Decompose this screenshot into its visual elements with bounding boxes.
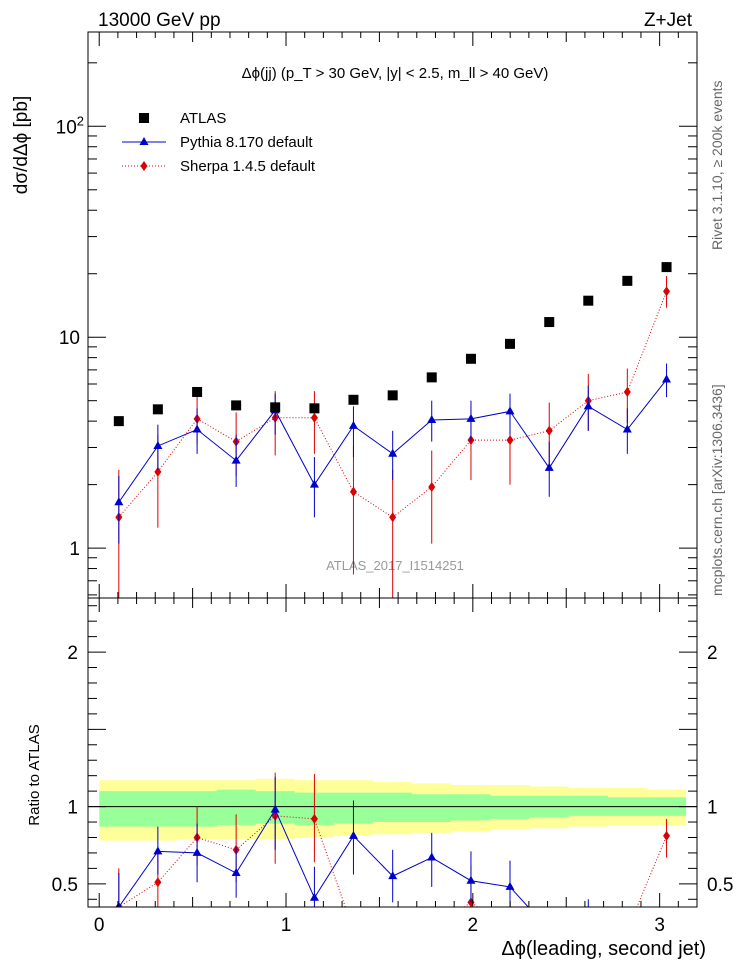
legend-pythia-label: Pythia 8.170 default (180, 134, 313, 151)
atlas-point (544, 317, 555, 328)
x-tick-label: 0 (94, 915, 105, 936)
ratio-pythia-point (153, 846, 163, 855)
x-tick-label: 1 (281, 915, 292, 936)
sherpa-point (428, 481, 436, 492)
ratio-pythia-point (270, 804, 280, 813)
legend-sherpa-label: Sherpa 1.4.5 default (180, 158, 316, 175)
bottom-frame (87, 597, 698, 908)
pythia-group (114, 363, 672, 544)
sherpa-line (118, 291, 668, 518)
header-left: 13000 GeV pp (98, 10, 221, 31)
pythia-point (153, 440, 163, 449)
legend-atlas-marker (139, 113, 149, 123)
ratio-sherpa-point (389, 925, 396, 935)
sherpa-point (389, 512, 397, 523)
chart-title: Δϕ(jj) (p_T > 30 GeV, |y| < 2.5, m_ll > … (242, 65, 549, 82)
ratio-pythia-point (231, 868, 241, 877)
atlas-point (192, 386, 203, 397)
bottom-x-axis-label: Δϕ(leading, second jet) (501, 938, 706, 960)
atlas-point (622, 275, 633, 286)
ratio-sherpa-point (507, 925, 514, 935)
legend-atlas-label: ATLAS (180, 110, 226, 127)
pythia-point (544, 462, 554, 471)
atlas-point (465, 353, 476, 364)
legend: ATLAS Pythia 8.170 default Sherpa 1.4.5 … (122, 110, 316, 175)
bottom-y-tick-label-right: 1 (707, 798, 718, 819)
analysis-watermark: ATLAS_2017_I1514251 (326, 558, 464, 573)
top-y-tick-label: 10 (59, 328, 80, 349)
bottom-y-tick-label-right: 2 (707, 643, 718, 664)
ratio-sherpa-point (585, 925, 592, 935)
pythia-point (348, 420, 358, 429)
sherpa-point (663, 286, 671, 297)
sherpa-point (623, 386, 631, 397)
bottom-y-tick-label: 0.5 (52, 875, 78, 896)
ratio-sherpa-point (546, 925, 553, 935)
sherpa-point (545, 425, 553, 436)
ratio-sherpa-point (624, 925, 631, 935)
ratio-pythia-point (427, 852, 437, 861)
header-right: Z+Jet (644, 10, 693, 31)
bottom-y-tick-label: 1 (67, 798, 78, 819)
atlas-point (152, 404, 163, 415)
atlas-point (426, 372, 437, 383)
top-panel: 1 10 102 (56, 31, 698, 599)
pythia-point (427, 414, 437, 423)
atlas-point (113, 416, 124, 427)
pythia-point (192, 424, 202, 433)
sherpa-point (154, 466, 162, 477)
atlas-point (270, 402, 281, 413)
ratio-inner-uncertainty-band (99, 789, 687, 827)
legend-sherpa-marker (140, 161, 148, 171)
atlas-point (661, 262, 672, 273)
ratio-pythia-point (545, 925, 554, 933)
mcplots-source-note: mcplots.cern.ch [arXiv:1306.3436] (709, 384, 725, 596)
ratio-pythia-group (116, 777, 632, 933)
ratio-pythia-point (388, 871, 398, 880)
atlas-point (309, 403, 320, 414)
pythia-point (114, 497, 124, 506)
atlas-group (113, 262, 672, 427)
ratio-sherpa-point (428, 925, 435, 935)
pythia-point (388, 448, 398, 457)
pythia-point (505, 406, 515, 415)
atlas-point (387, 390, 398, 401)
pythia-point (231, 455, 241, 464)
pythia-point (583, 401, 593, 410)
pythia-point (662, 374, 672, 383)
atlas-point (348, 394, 359, 405)
rivet-version-note: Rivet 3.1.10, ≥ 200k events (709, 80, 725, 250)
sherpa-point (310, 412, 318, 423)
x-tick-label: 2 (468, 915, 479, 936)
x-tick-label: 3 (654, 915, 665, 936)
ratio-pythia-point (466, 875, 476, 884)
sherpa-point (349, 486, 357, 497)
ratio-pythia-point (192, 847, 202, 856)
top-y-tick-label: 1 (69, 539, 80, 560)
atlas-point (231, 400, 242, 411)
ratio-pythia-point (505, 881, 515, 890)
bottom-y-tick-label: 2 (67, 643, 78, 664)
ratio-sherpa-point (154, 877, 162, 888)
ratio-sherpa-point (350, 925, 357, 935)
legend-pythia-marker (139, 137, 149, 145)
top-y-tick-label: 102 (56, 113, 84, 138)
ratio-sherpa-point (663, 830, 671, 841)
pythia-point (309, 479, 319, 488)
ratio-pythia-point (348, 830, 358, 839)
bottom-y-tick-label-right: 0.5 (707, 875, 733, 896)
top-y-axis-label: dσ/dΔϕ [pb] (11, 96, 32, 194)
bottom-y-axis-label: Ratio to ATLAS (26, 724, 43, 825)
sherpa-point (506, 435, 514, 446)
ratio-pythia-point (623, 925, 632, 933)
atlas-point (583, 295, 594, 306)
ratio-sherpa-point (310, 813, 318, 824)
ratio-pythia-point (588, 906, 589, 907)
pythia-point (622, 424, 632, 433)
ratio-panel: 0 1 2 3 0.5 0.5 1 1 2 2 (52, 597, 733, 936)
pythia-point (466, 413, 476, 422)
ratio-pythia-point (309, 892, 319, 901)
atlas-point (505, 338, 516, 349)
